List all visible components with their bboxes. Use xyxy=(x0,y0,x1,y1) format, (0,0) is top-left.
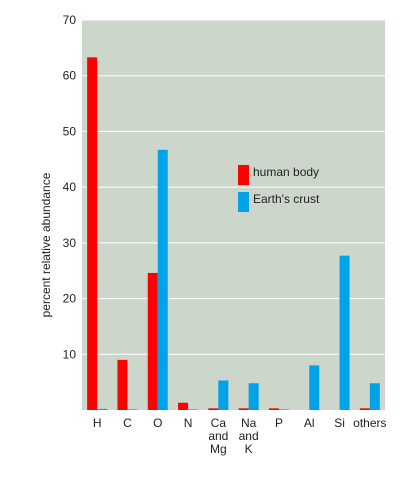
bar-earths-crust xyxy=(97,408,108,410)
bar-earths-crust xyxy=(218,380,229,410)
y-axis-ticks: 10 20 30 40 50 60 70 xyxy=(63,13,77,361)
y-axis-title: percent relative abundance xyxy=(39,172,53,317)
bar-earths-crust xyxy=(248,383,259,410)
x-tick-label: H xyxy=(93,416,102,430)
legend-swatch-human-body xyxy=(238,165,249,185)
y-tick-label: 50 xyxy=(63,124,77,138)
bar-earths-crust xyxy=(339,255,350,410)
bar-human-body xyxy=(208,408,219,410)
x-tick-label: K xyxy=(245,442,253,456)
bar-human-body xyxy=(117,359,128,410)
bar-human-body xyxy=(238,408,249,410)
x-tick-label: Ca xyxy=(211,416,227,430)
x-tick-label: N xyxy=(184,416,193,430)
legend-label-human-body: human body xyxy=(253,165,319,179)
legend: human body Earth's crust xyxy=(238,165,320,212)
y-tick-label: 60 xyxy=(63,69,77,83)
y-tick-label: 10 xyxy=(63,347,77,361)
x-tick-label: Si xyxy=(334,416,345,430)
x-tick-label: others xyxy=(353,416,386,430)
bar-human-body xyxy=(268,408,279,410)
y-tick-label: 40 xyxy=(63,180,77,194)
x-tick-label: Al xyxy=(304,416,315,430)
legend-swatch-earths-crust xyxy=(238,192,249,212)
x-tick-label: O xyxy=(153,416,162,430)
bars xyxy=(87,57,380,411)
bar-earths-crust xyxy=(309,365,320,410)
bar-human-body xyxy=(359,408,370,410)
plot-background xyxy=(82,20,385,410)
bar-earths-crust xyxy=(369,383,380,410)
bar-earths-crust xyxy=(278,409,289,410)
bar-earths-crust xyxy=(188,409,199,410)
x-tick-label: P xyxy=(275,416,283,430)
bar-human-body xyxy=(178,402,189,410)
x-tick-label: C xyxy=(123,416,132,430)
x-tick-label: Na xyxy=(241,416,257,430)
legend-label-earths-crust: Earth's crust xyxy=(253,192,320,206)
bar-human-body xyxy=(147,272,158,410)
x-tick-label: and xyxy=(239,429,259,443)
y-tick-label: 70 xyxy=(63,13,77,27)
gridlines xyxy=(82,19,385,355)
y-tick-label: 20 xyxy=(63,292,77,306)
x-tick-label: Mg xyxy=(210,442,227,456)
x-tick-label: and xyxy=(208,429,228,443)
bar-earths-crust xyxy=(157,149,168,411)
y-tick-label: 30 xyxy=(63,236,77,250)
bar-human-body xyxy=(87,57,98,410)
bar-earths-crust xyxy=(127,409,138,410)
